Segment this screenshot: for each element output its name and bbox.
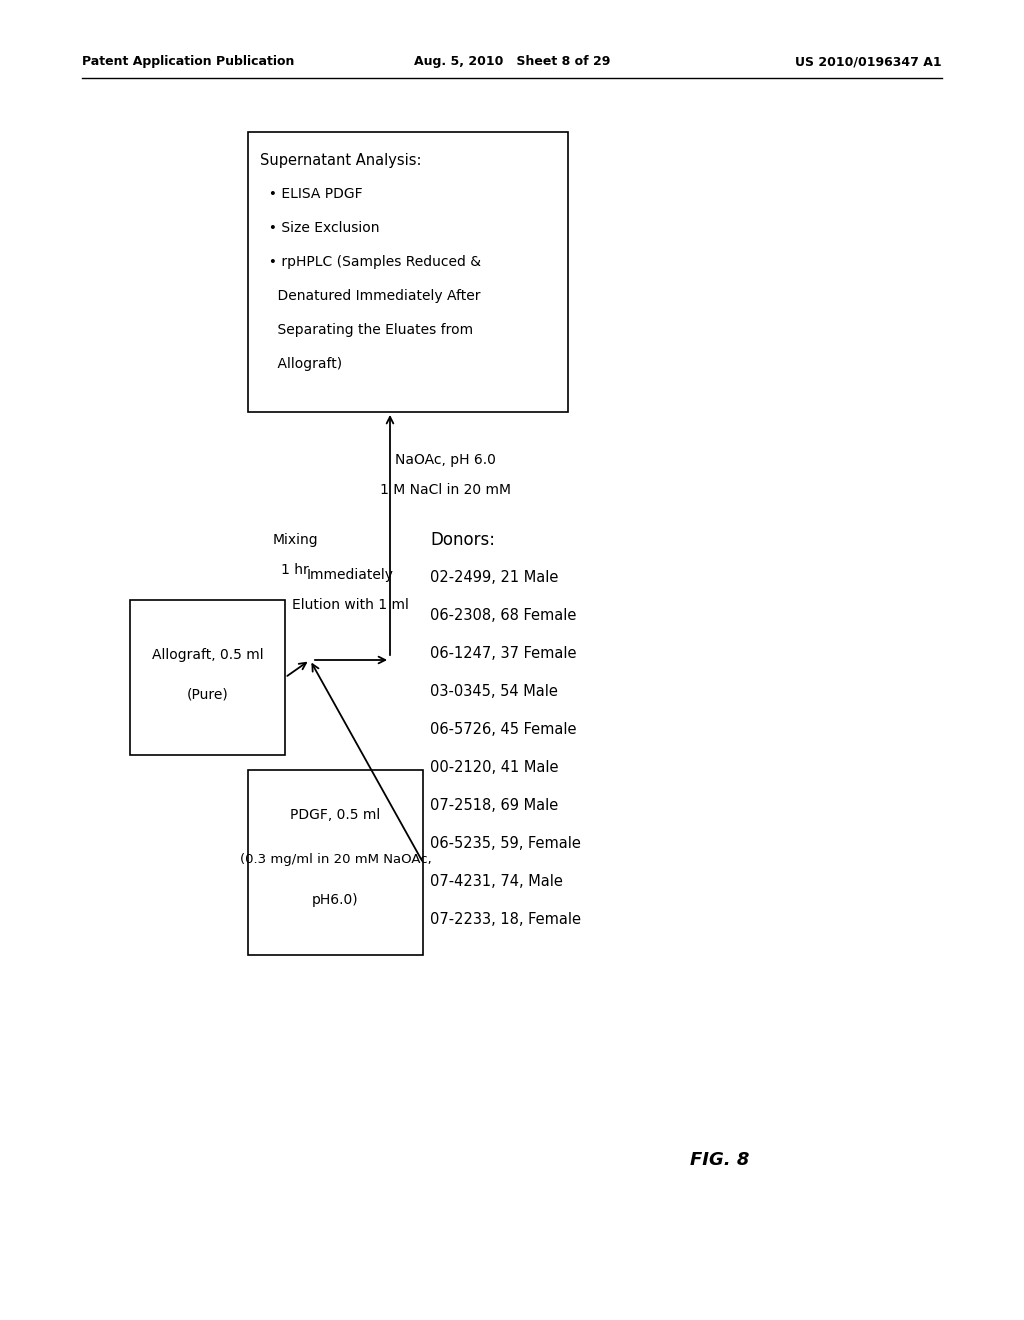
Text: (0.3 mg/ml in 20 mM NaOAc,: (0.3 mg/ml in 20 mM NaOAc, xyxy=(240,854,431,866)
Text: Aug. 5, 2010   Sheet 8 of 29: Aug. 5, 2010 Sheet 8 of 29 xyxy=(414,55,610,69)
Text: 07-2518, 69 Male: 07-2518, 69 Male xyxy=(430,799,558,813)
Text: 06-5726, 45 Female: 06-5726, 45 Female xyxy=(430,722,577,738)
Text: • ELISA PDGF: • ELISA PDGF xyxy=(260,187,362,201)
Text: Supernatant Analysis:: Supernatant Analysis: xyxy=(260,153,422,168)
Text: US 2010/0196347 A1: US 2010/0196347 A1 xyxy=(796,55,942,69)
Text: FIG. 8: FIG. 8 xyxy=(690,1151,750,1170)
Text: PDGF, 0.5 ml: PDGF, 0.5 ml xyxy=(291,808,381,822)
Bar xyxy=(130,601,285,755)
Text: 06-5235, 59, Female: 06-5235, 59, Female xyxy=(430,837,581,851)
Text: NaOAc, pH 6.0: NaOAc, pH 6.0 xyxy=(394,453,496,467)
Text: 06-1247, 37 Female: 06-1247, 37 Female xyxy=(430,647,577,661)
Text: 03-0345, 54 Male: 03-0345, 54 Male xyxy=(430,685,558,700)
Text: Separating the Eluates from: Separating the Eluates from xyxy=(260,323,473,337)
Text: Denatured Immediately After: Denatured Immediately After xyxy=(260,289,480,304)
Text: Donors:: Donors: xyxy=(430,531,495,549)
Text: Allograft, 0.5 ml: Allograft, 0.5 ml xyxy=(152,648,263,663)
Text: 1 M NaCl in 20 mM: 1 M NaCl in 20 mM xyxy=(380,483,511,498)
Text: • rpHPLC (Samples Reduced &: • rpHPLC (Samples Reduced & xyxy=(260,255,481,269)
Text: Immediately: Immediately xyxy=(306,568,393,582)
Text: Patent Application Publication: Patent Application Publication xyxy=(82,55,294,69)
Text: pH6.0): pH6.0) xyxy=(312,894,358,907)
Bar xyxy=(248,132,568,412)
Bar xyxy=(248,770,423,954)
Text: Mixing: Mixing xyxy=(272,533,317,546)
Text: Allograft): Allograft) xyxy=(260,356,342,371)
Text: 07-4231, 74, Male: 07-4231, 74, Male xyxy=(430,874,563,890)
Text: Elution with 1 ml: Elution with 1 ml xyxy=(292,598,409,612)
Text: • Size Exclusion: • Size Exclusion xyxy=(260,220,380,235)
Text: 06-2308, 68 Female: 06-2308, 68 Female xyxy=(430,609,577,623)
Text: 07-2233, 18, Female: 07-2233, 18, Female xyxy=(430,912,581,928)
Text: 00-2120, 41 Male: 00-2120, 41 Male xyxy=(430,760,558,776)
Text: 1 hr: 1 hr xyxy=(282,564,309,577)
Text: 02-2499, 21 Male: 02-2499, 21 Male xyxy=(430,570,558,586)
Text: (Pure): (Pure) xyxy=(186,688,228,702)
